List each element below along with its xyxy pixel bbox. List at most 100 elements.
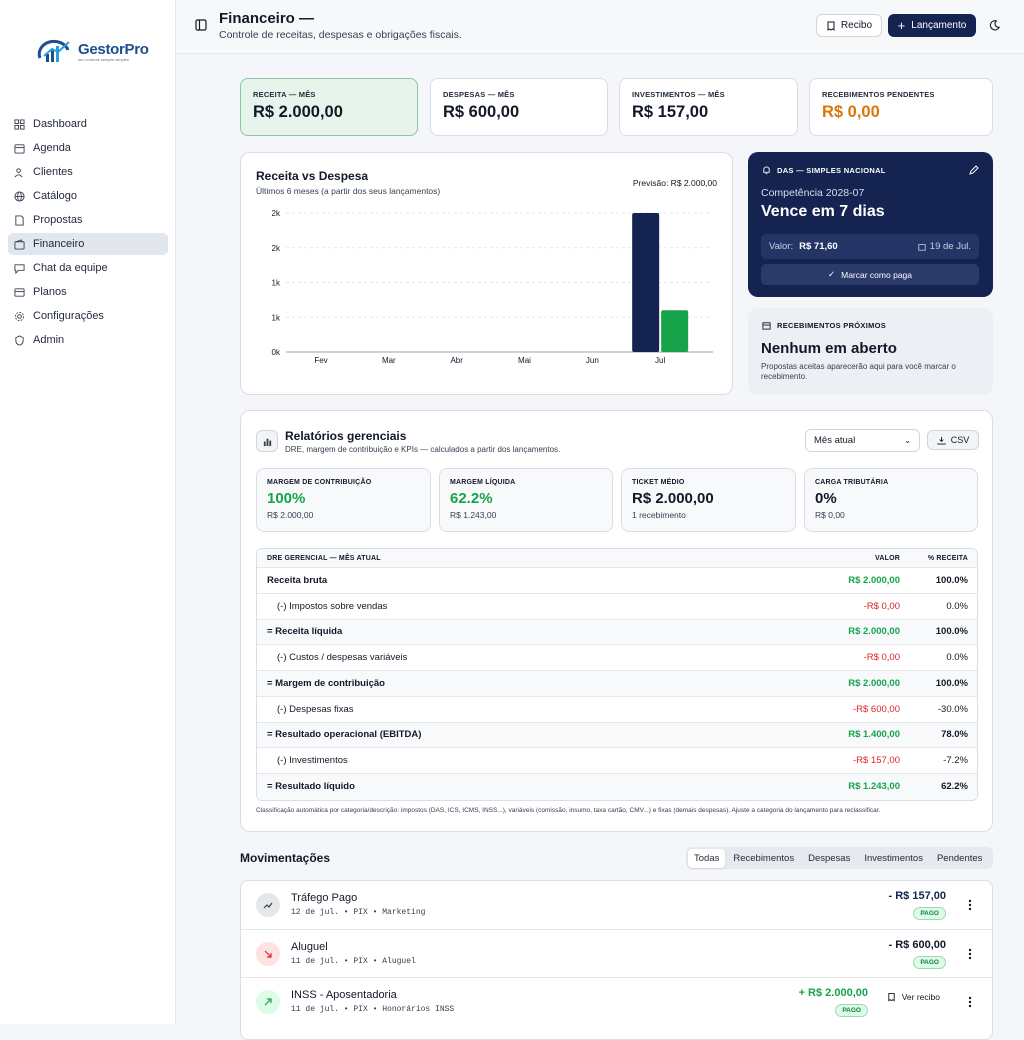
check-icon: ✓ bbox=[828, 269, 836, 279]
dre-header-pct: % RECEITA bbox=[927, 554, 968, 562]
csv-label: CSV bbox=[950, 435, 970, 445]
metric-card: MARGEM DE CONTRIBUIÇÃO 100% R$ 2.000,00 bbox=[256, 468, 431, 532]
tab-investimentos[interactable]: Investimentos bbox=[864, 852, 923, 864]
sidebar-item-label: Configurações bbox=[33, 310, 104, 322]
das-valor-label: Valor: bbox=[769, 241, 794, 252]
sidebar-item-configuracoes[interactable]: Configurações bbox=[8, 305, 168, 327]
x-tick-label: Mar bbox=[382, 356, 396, 365]
relatorios-subtitle: DRE, margem de contribuição e KPIs — cal… bbox=[285, 445, 561, 454]
dre-row-valor: -R$ 0,00 bbox=[863, 652, 900, 664]
download-icon bbox=[937, 436, 946, 445]
file-edit-icon bbox=[15, 214, 24, 226]
dre-row-pct: 0.0% bbox=[946, 600, 968, 612]
recibo-button[interactable]: Recibo bbox=[816, 14, 882, 37]
more-vertical-icon[interactable] bbox=[964, 947, 976, 961]
sidebar-item-propostas[interactable]: Propostas bbox=[8, 209, 168, 231]
list-item[interactable]: INSS - Aposentadoria 11 de jul. • PIX • … bbox=[241, 978, 992, 1027]
sidebar-item-admin[interactable]: Admin bbox=[8, 329, 168, 351]
bar-chart: 2k 2k 1k 1k 0k Fev Mar Abr Mai Jun Jul bbox=[272, 209, 713, 365]
dre-row-pct: 78.0% bbox=[941, 729, 968, 741]
tab-despesas[interactable]: Despesas bbox=[808, 852, 851, 864]
brand-logo[interactable]: GestorPro seu controle sempre simples bbox=[36, 38, 149, 68]
period-select-value: Mês atual bbox=[814, 435, 856, 446]
dre-row-pct: 62.2% bbox=[941, 781, 968, 793]
x-tick-label: Mai bbox=[518, 356, 531, 365]
dre-row-valor: R$ 1.243,00 bbox=[848, 781, 900, 793]
dre-row-valor: R$ 2.000,00 bbox=[848, 677, 900, 689]
kpi-value: R$ 0,00 bbox=[822, 103, 880, 121]
more-vertical-icon[interactable] bbox=[964, 898, 976, 912]
mov-meta: 11 de jul. • PIX • Honorários INSS bbox=[291, 1005, 455, 1014]
sidebar-toggle-icon[interactable] bbox=[195, 19, 207, 31]
dre-row-valor: R$ 2.000,00 bbox=[848, 574, 900, 586]
mov-name: Aluguel bbox=[291, 940, 328, 953]
list-item[interactable]: Aluguel 11 de jul. • PIX • Aluguel - R$ … bbox=[241, 930, 992, 978]
list-item[interactable]: Tráfego Pago 12 de jul. • PIX • Marketin… bbox=[241, 881, 992, 930]
x-tick-label: Fev bbox=[314, 356, 327, 365]
sidebar-item-catalogo[interactable]: Catálogo bbox=[8, 185, 168, 207]
sidebar-item-clientes[interactable]: Clientes bbox=[8, 161, 168, 183]
lancamento-label: Lançamento bbox=[911, 20, 967, 31]
sidebar-item-chat[interactable]: Chat da equipe bbox=[8, 257, 168, 279]
kpi-label: INVESTIMENTOS — MÊS bbox=[632, 90, 725, 99]
dre-row-label: (-) Investimentos bbox=[277, 755, 348, 767]
receb-desc: Propostas aceitas aparecerão aqui para v… bbox=[761, 362, 956, 381]
sidebar-item-financeiro[interactable]: Financeiro bbox=[8, 233, 168, 255]
kpi-label: RECEITA — MÊS bbox=[253, 90, 316, 99]
receb-heading: RECEBIMENTOS PRÓXIMOS bbox=[762, 321, 886, 330]
dre-row-label: Receita bruta bbox=[267, 574, 328, 586]
dre-row-label: (-) Custos / despesas variáveis bbox=[277, 652, 408, 664]
table-row: Receita bruta R$ 2.000,00 100.0% bbox=[257, 568, 977, 594]
more-vertical-icon[interactable] bbox=[964, 995, 976, 1009]
dre-row-pct: -7.2% bbox=[943, 755, 968, 767]
pencil-icon[interactable] bbox=[969, 165, 979, 175]
sidebar-item-label: Chat da equipe bbox=[33, 262, 108, 274]
sidebar-item-planos[interactable]: Planos bbox=[8, 281, 168, 303]
page-subtitle: Controle de receitas, despesas e obrigaç… bbox=[219, 29, 462, 41]
table-row: = Resultado operacional (EBITDA) R$ 1.400… bbox=[257, 722, 977, 749]
kpi-investimentos: INVESTIMENTOS — MÊS R$ 157,00 bbox=[619, 78, 798, 136]
table-row: = Receita líquida R$ 2.000,00 100.0% bbox=[257, 619, 977, 646]
theme-toggle-button[interactable] bbox=[986, 17, 1002, 33]
sidebar: GestorPro seu controle sempre simples Da… bbox=[0, 0, 176, 1024]
trend-up-icon bbox=[256, 893, 280, 917]
arrow-down-right-icon bbox=[256, 941, 280, 966]
tab-todas[interactable]: Todas bbox=[688, 848, 726, 868]
metric-label: CARGA TRIBUTÁRIA bbox=[815, 479, 889, 486]
lancamento-button[interactable]: + Lançamento bbox=[888, 14, 976, 37]
das-heading-label: DAS — SIMPLES NACIONAL bbox=[777, 166, 886, 175]
kpi-despesas: DESPESAS — MÊS R$ 600,00 bbox=[430, 78, 608, 136]
calendar-icon bbox=[762, 322, 771, 330]
sidebar-item-dashboard[interactable]: Dashboard bbox=[8, 113, 168, 135]
recibo-label: Recibo bbox=[840, 20, 873, 31]
metric-value: R$ 2.000,00 bbox=[632, 490, 714, 507]
bar-chart-icon bbox=[256, 430, 278, 452]
das-date-label: 19 de Jul. bbox=[929, 241, 971, 252]
globe-icon bbox=[14, 190, 25, 202]
sidebar-item-agenda[interactable]: Agenda bbox=[8, 137, 168, 159]
metric-value: 100% bbox=[267, 490, 306, 507]
table-row: (-) Investimentos -R$ 157,00 -7.2% bbox=[257, 748, 977, 774]
dre-note: Classificação automática por categoria/d… bbox=[256, 807, 881, 814]
dre-row-pct: 100.0% bbox=[935, 574, 968, 586]
tab-pendentes[interactable]: Pendentes bbox=[936, 852, 983, 864]
tab-recebimentos[interactable]: Recebimentos bbox=[733, 852, 795, 864]
metric-value: 0% bbox=[815, 490, 837, 507]
mark-paid-button[interactable]: ✓ Marcar como paga bbox=[761, 264, 979, 285]
metric-label: MARGEM LÍQUIDA bbox=[450, 479, 516, 486]
bar-receita-jul bbox=[632, 213, 660, 352]
mov-name: INSS - Aposentadoria bbox=[291, 989, 397, 1001]
ver-recibo-button[interactable]: Ver recibo bbox=[887, 992, 940, 1002]
topbar: Financeiro — Controle de receitas, despe… bbox=[176, 0, 1024, 54]
metric-card: TICKET MÉDIO R$ 2.000,00 1 recebimento bbox=[621, 468, 796, 532]
dre-header-valor: VALOR bbox=[875, 554, 900, 562]
period-select[interactable]: Mês atual ⌄ bbox=[805, 429, 920, 452]
receipt-icon bbox=[888, 992, 895, 1002]
csv-export-button[interactable]: CSV bbox=[927, 430, 979, 450]
bar-despesa-jul bbox=[661, 310, 689, 352]
page-title: Financeiro — bbox=[219, 10, 315, 27]
das-card: DAS — SIMPLES NACIONAL Competência 2028-… bbox=[748, 152, 993, 297]
sidebar-item-label: Admin bbox=[33, 334, 65, 346]
sidebar-item-label: Planos bbox=[33, 286, 67, 298]
y-tick-label: 2k bbox=[272, 209, 281, 218]
